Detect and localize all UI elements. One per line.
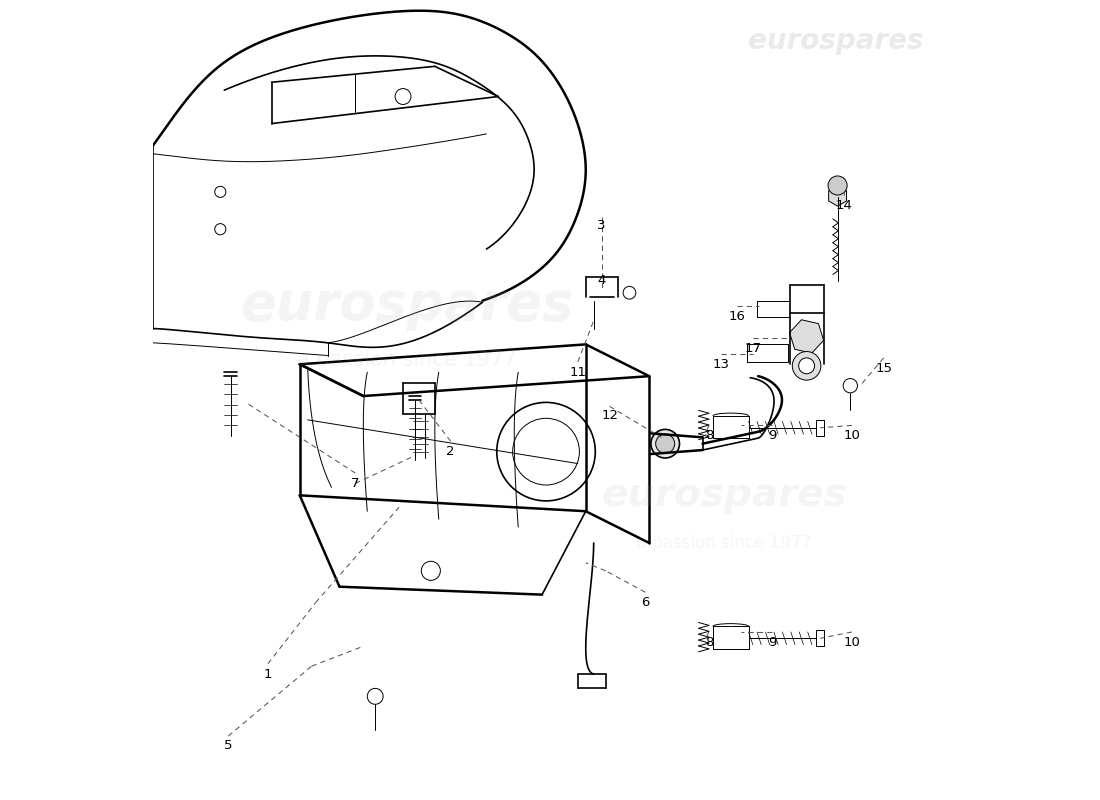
Text: 13: 13 — [713, 358, 729, 370]
Text: eurospares: eurospares — [602, 476, 848, 514]
Text: 3: 3 — [597, 218, 606, 232]
Text: 10: 10 — [844, 636, 860, 649]
Text: 14: 14 — [836, 199, 852, 212]
Text: 5: 5 — [224, 739, 232, 752]
Circle shape — [799, 358, 814, 374]
Text: a passion since 1977: a passion since 1977 — [638, 534, 812, 552]
Text: 11: 11 — [570, 366, 586, 378]
Text: 15: 15 — [876, 362, 892, 374]
Text: 1: 1 — [264, 667, 272, 681]
Text: 10: 10 — [844, 430, 860, 442]
Circle shape — [792, 351, 821, 380]
Circle shape — [828, 176, 847, 195]
Text: a passion since 1977: a passion since 1977 — [297, 350, 517, 370]
Text: 9: 9 — [768, 636, 777, 649]
Circle shape — [651, 430, 680, 458]
Text: 17: 17 — [744, 342, 761, 355]
Text: 2: 2 — [447, 445, 455, 458]
Text: 6: 6 — [641, 596, 649, 609]
Text: 7: 7 — [351, 477, 360, 490]
Text: 16: 16 — [728, 310, 745, 323]
Text: 12: 12 — [601, 410, 618, 422]
Circle shape — [656, 434, 674, 454]
Text: 9: 9 — [768, 430, 777, 442]
Text: 8: 8 — [705, 430, 713, 442]
Text: eurospares: eurospares — [748, 26, 923, 54]
Text: 8: 8 — [705, 636, 713, 649]
Text: 4: 4 — [597, 274, 606, 287]
Text: eurospares: eurospares — [240, 278, 574, 330]
